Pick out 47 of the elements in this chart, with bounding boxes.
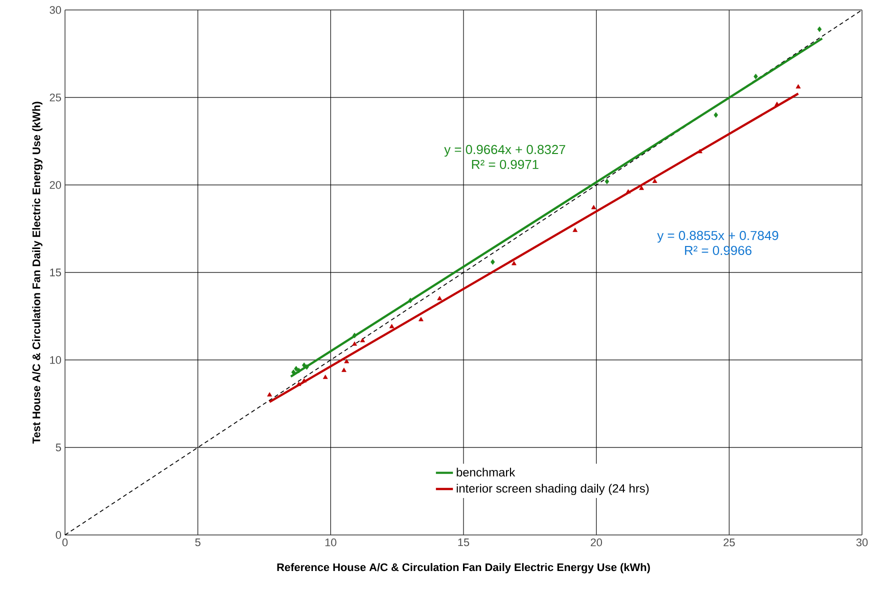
point	[352, 341, 358, 346]
point	[604, 178, 610, 184]
point	[796, 84, 801, 88]
point	[418, 316, 424, 322]
x-tick-label: 0	[62, 538, 68, 546]
y-axis-title: Test House A/C & Circulation Fan Daily Electric Energy Use (kWh)	[32, 102, 42, 444]
y-tick-label: 10	[50, 356, 62, 364]
point	[342, 368, 346, 372]
point	[591, 204, 596, 210]
point	[296, 382, 302, 386]
x-tick-label: 10	[325, 538, 336, 546]
y-tick-label: 5	[56, 444, 62, 452]
point	[754, 74, 758, 80]
point	[408, 298, 413, 304]
x-tick-label: 15	[458, 538, 470, 546]
annotation: y = 0.9664x + 0.8327 R² = 0.9971	[444, 144, 566, 170]
point	[344, 358, 350, 364]
point	[714, 112, 718, 118]
point	[626, 189, 631, 194]
point	[389, 324, 394, 328]
point	[360, 338, 365, 342]
y-tick-label: 15	[50, 268, 62, 276]
point	[698, 148, 702, 154]
x-tick-label: 5	[195, 538, 200, 546]
point	[267, 392, 272, 396]
y-tick-label: 30	[50, 6, 62, 14]
point	[352, 332, 357, 338]
point	[490, 259, 495, 265]
x-tick-label: 25	[724, 538, 735, 546]
point	[639, 186, 644, 190]
y-tick-label: 0	[56, 531, 62, 539]
point	[302, 378, 307, 382]
x-axis-title: Reference House A/C & Circulation Fan Daily Electric Energy Use (kWh)	[277, 563, 650, 574]
point	[296, 368, 301, 374]
point	[322, 374, 328, 379]
legend-label: benchmark	[456, 468, 516, 477]
y-tick-label: 25	[50, 94, 62, 102]
point	[437, 296, 442, 300]
point	[572, 228, 578, 232]
point	[652, 178, 658, 183]
legend-label: interior screen shading daily (24 hrs)	[456, 484, 649, 496]
point	[817, 26, 822, 32]
point	[774, 102, 780, 106]
point	[512, 260, 516, 266]
y-tick-label: 20	[50, 181, 62, 189]
x-tick-label: 30	[856, 538, 868, 546]
x-tick-label: 20	[590, 538, 602, 546]
